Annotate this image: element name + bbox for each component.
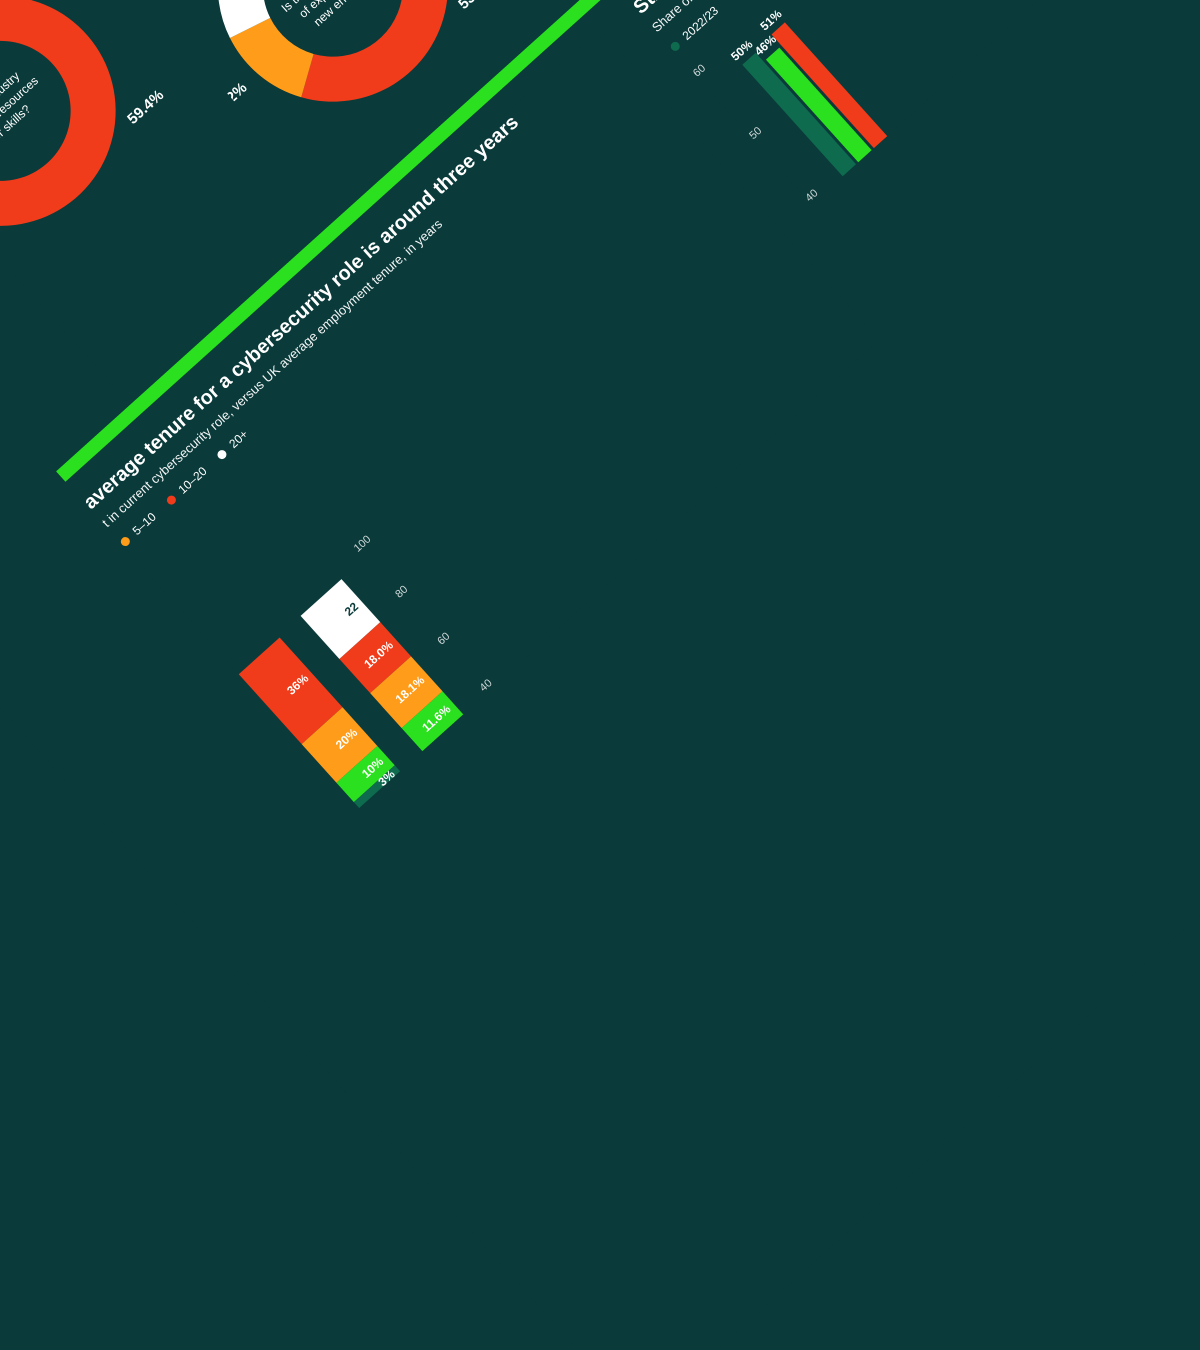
svg-text:59.4%: 59.4% (124, 87, 167, 128)
stress-bars: 50%46%51% (722, 2, 887, 176)
svg-text:13.2%: 13.2% (208, 79, 251, 120)
svg-text:53.3%: 53.3% (455, 0, 498, 13)
rotated-canvas: Stre too th ources at would make their l… (0, 0, 1200, 1350)
donut-chart-1: 3.5%5.1%59.4%17.7%14.2%Is the industrysh… (0, 0, 212, 323)
